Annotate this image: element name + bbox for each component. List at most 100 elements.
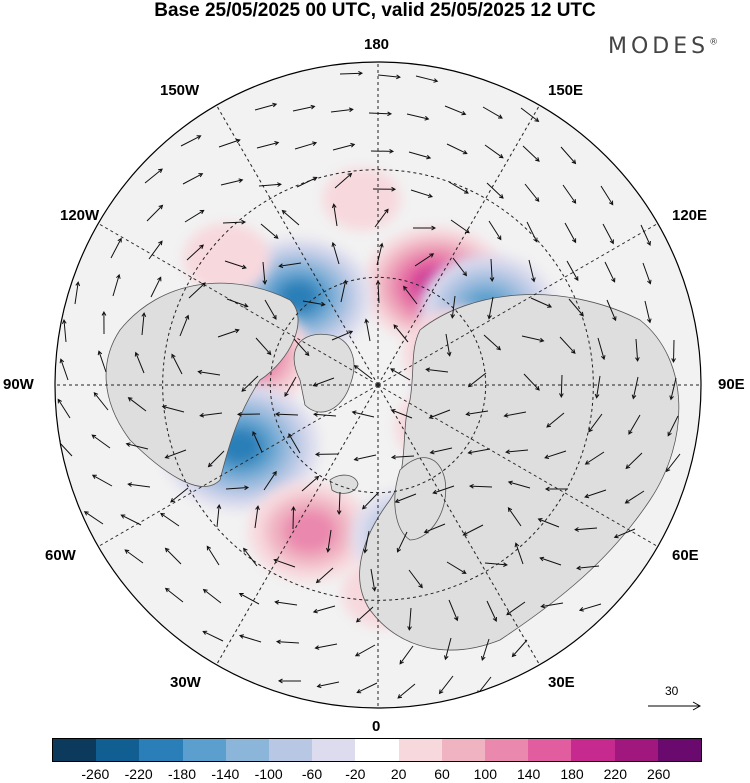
colorbar-segment xyxy=(571,739,615,761)
wind-arrow xyxy=(216,504,222,528)
wind-arrow xyxy=(537,518,560,528)
wind-arrow xyxy=(252,430,263,453)
wind-arrow xyxy=(127,482,151,488)
wind-arrow xyxy=(364,318,371,342)
wind-arrow xyxy=(528,259,536,283)
wind-arrow xyxy=(584,451,605,465)
wind-arrow xyxy=(669,377,677,401)
colorbar-segment xyxy=(96,739,140,761)
colorbar-tick-label: 60 xyxy=(434,766,450,782)
wind-arrow xyxy=(370,148,395,154)
wind-arrow xyxy=(351,410,375,418)
wind-arrow xyxy=(544,450,567,459)
lon-label-90w: 90W xyxy=(3,376,34,393)
wind-arrow xyxy=(150,276,162,298)
anomaly-north-pacific-high xyxy=(322,167,401,231)
anomaly-contour xyxy=(282,509,337,554)
wind-arrow xyxy=(164,449,187,459)
wind-arrow xyxy=(568,298,584,317)
wind-arrow xyxy=(481,638,490,661)
wind-arrow xyxy=(375,279,381,304)
lon-label-180: 180 xyxy=(364,36,390,53)
wind-arrow xyxy=(330,107,354,113)
wind-arrow xyxy=(326,529,332,553)
wind-arrow xyxy=(120,514,142,526)
wind-arrow xyxy=(631,376,639,400)
wind-arrow xyxy=(207,450,225,468)
wind-arrow xyxy=(372,186,397,192)
wind-arrow xyxy=(188,282,206,299)
colorbar-segment xyxy=(312,739,356,761)
wind-arrow xyxy=(224,260,247,270)
wind-arrow xyxy=(448,599,459,622)
wind-arrow xyxy=(511,639,528,658)
lon-label-120w: 120W xyxy=(60,207,100,224)
wind-arrow xyxy=(146,204,164,222)
colorbar-tick-label: 260 xyxy=(646,766,671,782)
wind-arrow xyxy=(377,74,401,80)
wind-arrow xyxy=(613,528,636,539)
colorbar-segment xyxy=(441,739,486,761)
colorbar-segment xyxy=(269,739,313,761)
wind-arrow xyxy=(671,339,676,364)
wind-arrow xyxy=(141,312,147,336)
colorbar-segment xyxy=(398,739,442,761)
wind-arrow xyxy=(93,391,109,411)
colorbar-segment xyxy=(182,739,226,761)
wind-scale-label: 30 xyxy=(665,684,679,698)
wind-arrow xyxy=(665,453,681,473)
wind-arrow xyxy=(184,209,205,223)
wind-arrow xyxy=(296,176,318,188)
wind-arrow xyxy=(444,637,452,661)
wind-arrow xyxy=(507,480,531,489)
wind-arrow xyxy=(353,454,377,462)
wind-arrow xyxy=(452,257,468,277)
wind-arrow xyxy=(164,587,184,603)
wind-arrow xyxy=(597,337,606,361)
wind-arrow xyxy=(584,489,607,499)
wind-arrow xyxy=(314,643,338,650)
wind-arrow xyxy=(423,523,446,534)
greenland-coast xyxy=(293,333,355,413)
wind-arrow xyxy=(197,369,221,376)
wind-arrow xyxy=(301,475,320,492)
wind-arrow xyxy=(199,412,223,418)
lon-label-30e: 30E xyxy=(548,674,575,691)
wind-arrow xyxy=(489,258,495,283)
wind-arrow xyxy=(450,295,456,319)
wind-arrow xyxy=(624,490,645,504)
wind-arrow xyxy=(316,681,340,689)
wind-arrow xyxy=(220,178,244,186)
wind-arrow xyxy=(315,567,334,584)
colorbar-tick-label: 180 xyxy=(560,766,584,782)
wind-arrow xyxy=(594,375,601,399)
wind-arrow xyxy=(408,151,432,160)
wind-arrow xyxy=(59,358,69,381)
wind-arrow xyxy=(606,299,617,322)
wind-arrow xyxy=(202,588,222,604)
wind-arrow xyxy=(625,452,643,470)
wind-arrow xyxy=(312,377,335,387)
wind-arrow xyxy=(546,412,565,428)
wind-arrow xyxy=(226,298,249,308)
wind-arrow xyxy=(277,678,302,684)
wind-arrow xyxy=(506,601,526,616)
colorbar-tick-label: 100 xyxy=(473,766,498,782)
wind-arrow xyxy=(312,605,336,614)
wind-arrow xyxy=(236,411,261,417)
wind-arrow xyxy=(560,146,577,165)
wind-arrow xyxy=(425,367,449,373)
wind-arrow xyxy=(83,511,104,525)
wind-arrow xyxy=(361,492,379,510)
wind-arrow xyxy=(486,600,497,622)
wind-arrow xyxy=(284,376,297,398)
wind-arrow xyxy=(514,542,524,565)
wind-arrow xyxy=(238,634,262,643)
wind-arrow xyxy=(217,328,240,338)
wind-arrow xyxy=(540,602,564,609)
wind-arrow xyxy=(274,600,298,606)
wind-arrow xyxy=(484,562,508,567)
wind-arrow xyxy=(397,683,416,699)
wind-arrow xyxy=(180,135,202,147)
